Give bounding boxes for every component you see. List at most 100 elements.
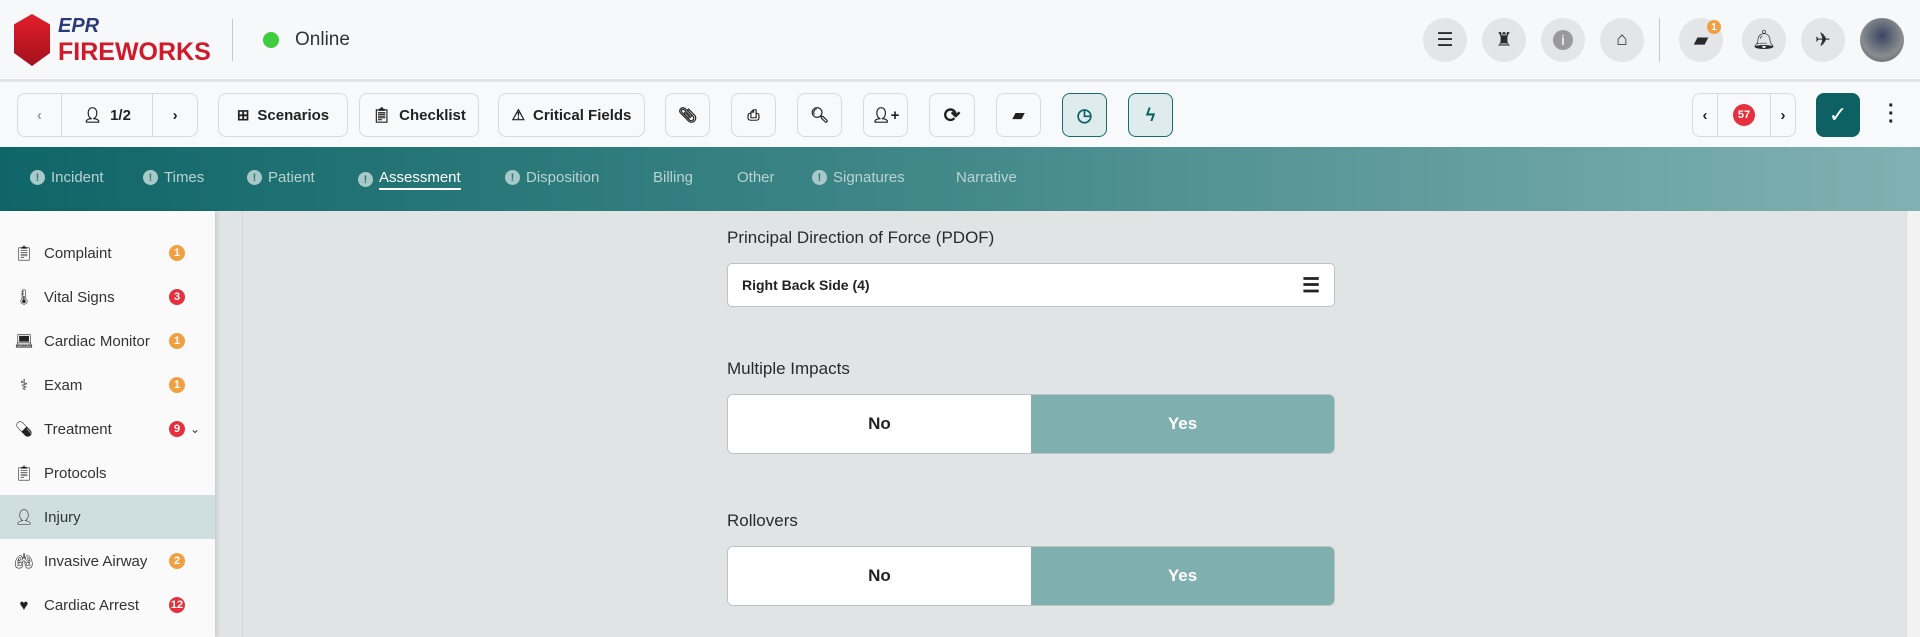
chat-icon: ▰	[1693, 29, 1709, 51]
online-status: Online	[295, 29, 350, 50]
check-icon: ✓	[1828, 102, 1848, 127]
print-button[interactable]: ⎙	[731, 93, 776, 137]
pdof-select[interactable]: Right Back Side (4) ☰	[727, 263, 1335, 307]
lungs-icon: 🫁︎	[14, 553, 34, 570]
logo-shield-icon	[14, 14, 50, 66]
tab-assessment[interactable]: ! Assessment	[358, 169, 461, 190]
pdof-label: Principal Direction of Force (PDOF)	[727, 228, 995, 247]
save-complete-button[interactable]: ✓	[1816, 93, 1860, 137]
count-badge: 1	[169, 333, 185, 349]
info-icon: i	[1553, 30, 1573, 50]
bolt-button[interactable]: ϟ	[1128, 93, 1173, 137]
tab-patient[interactable]: ! Patient	[247, 169, 315, 186]
clock-icon: ◷	[1076, 104, 1093, 125]
divider	[232, 19, 233, 61]
tab-label: Assessment	[379, 169, 461, 190]
tab-disposition[interactable]: ! Disposition	[505, 169, 599, 186]
notifications-button[interactable]: 🔔︎	[1742, 18, 1786, 62]
sidebar-item-treatment[interactable]: 💊︎ Treatment 9 ⌄	[0, 407, 215, 451]
toolbar: ‹ 👤︎ 1/2 › ⊞ Scenarios 📋︎ Checklist ⚠ Critic…	[0, 82, 1920, 147]
tab-label: Signatures	[833, 169, 905, 186]
home-icon: ⌂	[1616, 29, 1628, 50]
tab-incident[interactable]: ! Incident	[30, 169, 104, 186]
sidebar-item-exam[interactable]: ⚕ Exam 1	[0, 363, 215, 407]
airplane-icon: ✈	[1815, 29, 1831, 51]
checklist-icon: 📋︎	[372, 107, 392, 124]
comment-button[interactable]: ▰	[996, 93, 1041, 137]
chevron-down-icon[interactable]: ⌄	[190, 422, 201, 436]
tab-label: Times	[164, 169, 205, 186]
rollovers-toggle: No Yes	[727, 546, 1335, 606]
injury-icon: 👤︎	[14, 509, 34, 526]
tab-label: Narrative	[956, 169, 1017, 186]
airplane-button[interactable]: ✈	[1801, 18, 1845, 62]
attach-button[interactable]: 📎︎	[665, 93, 710, 137]
critical-fields-label: Critical Fields	[533, 106, 632, 124]
sidebar-item-injury[interactable]: 👤︎ Injury	[0, 495, 215, 539]
tab-label: Disposition	[526, 169, 600, 186]
multiple-impacts-no[interactable]: No	[728, 395, 1031, 453]
tab-other[interactable]: Other	[737, 169, 775, 186]
prev-record-button[interactable]: ‹	[18, 94, 62, 136]
chess-rook-button[interactable]: ♜	[1482, 18, 1526, 62]
alert-icon: !	[143, 170, 158, 185]
sidebar-item-cardiac-monitor[interactable]: 💻︎ Cardiac Monitor 1	[0, 319, 215, 363]
rollovers-label: Rollovers	[727, 511, 798, 530]
add-user-button[interactable]: 👤︎+	[863, 93, 908, 137]
sidebar: 📋︎ Complaint 1 🌡︎ Vital Signs 3 💻︎ Cardiac Moni…	[0, 211, 215, 637]
comment-icon: ▰	[1012, 107, 1025, 124]
checklist-button[interactable]: 📋︎ Checklist	[359, 93, 479, 137]
sidebar-item-label: Vital Signs	[44, 288, 115, 306]
multiple-impacts-toggle: No Yes	[727, 394, 1335, 454]
error-count-badge: 57	[1733, 104, 1755, 126]
prev-error-button[interactable]: ‹	[1693, 94, 1718, 136]
next-record-button[interactable]: ›	[172, 106, 178, 124]
tab-label: Incident	[51, 169, 104, 186]
scenarios-label: Scenarios	[257, 106, 330, 124]
chess-rook-icon: ♜	[1495, 29, 1513, 51]
rollovers-yes[interactable]: Yes	[1031, 547, 1334, 605]
scrollbar[interactable]	[1906, 211, 1920, 637]
alert-icon: !	[247, 170, 262, 185]
sidebar-item-vital-signs[interactable]: 🌡︎ Vital Signs 3	[0, 275, 215, 319]
logo[interactable]: EPR FIREWORKS	[14, 14, 211, 66]
sidebar-item-cardiac-arrest[interactable]: ♥ Cardiac Arrest 12	[0, 583, 215, 627]
multiple-impacts-yes[interactable]: Yes	[1031, 395, 1334, 453]
record-pager: ‹ 👤︎ 1/2 ›	[17, 93, 198, 137]
tab-billing[interactable]: Billing	[653, 169, 693, 186]
list-button[interactable]: ☰	[1423, 18, 1467, 62]
sidebar-item-label: Cardiac Monitor	[44, 332, 150, 350]
sidebar-item-label: Protocols	[44, 464, 107, 482]
sidebar-item-complaint[interactable]: 📋︎ Complaint 1	[0, 231, 215, 275]
refresh-button[interactable]: ⟳	[929, 93, 975, 137]
tab-narrative[interactable]: Narrative	[956, 169, 1017, 186]
info-button[interactable]: i	[1541, 18, 1585, 62]
next-error-button[interactable]: ›	[1780, 106, 1786, 124]
home-button[interactable]: ⌂	[1600, 18, 1644, 62]
error-pager: ‹ 57 ›	[1692, 93, 1796, 137]
alert-icon: !	[505, 170, 520, 185]
sidebar-item-label: Treatment	[44, 420, 112, 438]
sidebar-item-protocols[interactable]: 📋︎ Protocols	[0, 451, 215, 495]
sidebar-item-label: Cardiac Arrest	[44, 596, 140, 614]
rollovers-no[interactable]: No	[728, 547, 1031, 605]
alert-icon: !	[358, 172, 373, 187]
messages-button[interactable]: ▰ 1	[1679, 18, 1723, 62]
more-menu-icon[interactable]: · · ·	[1888, 95, 1895, 133]
bolt-icon: ϟ	[1145, 104, 1156, 125]
sidebar-item-invasive-airway[interactable]: 🫁︎ Invasive Airway 2	[0, 539, 215, 583]
tab-signatures[interactable]: ! Signatures	[812, 169, 905, 186]
clock-button[interactable]: ◷	[1062, 93, 1107, 137]
pills-icon: 💊︎	[14, 421, 34, 438]
critical-fields-button[interactable]: ⚠ Critical Fields	[498, 93, 645, 137]
list-icon: ☰	[1302, 274, 1320, 297]
scenarios-button[interactable]: ⊞ Scenarios	[218, 93, 348, 137]
patient-counter: 👤︎ 1/2	[62, 94, 154, 136]
tab-label: Patient	[268, 169, 315, 186]
tab-times[interactable]: ! Times	[143, 169, 204, 186]
monitor-icon: 💻︎	[14, 333, 34, 350]
logo-text-bottom: FIREWORKS	[58, 38, 211, 66]
avatar[interactable]	[1860, 18, 1904, 62]
complaint-icon: 📋︎	[14, 245, 34, 262]
search-button[interactable]: 🔍︎	[797, 93, 842, 137]
